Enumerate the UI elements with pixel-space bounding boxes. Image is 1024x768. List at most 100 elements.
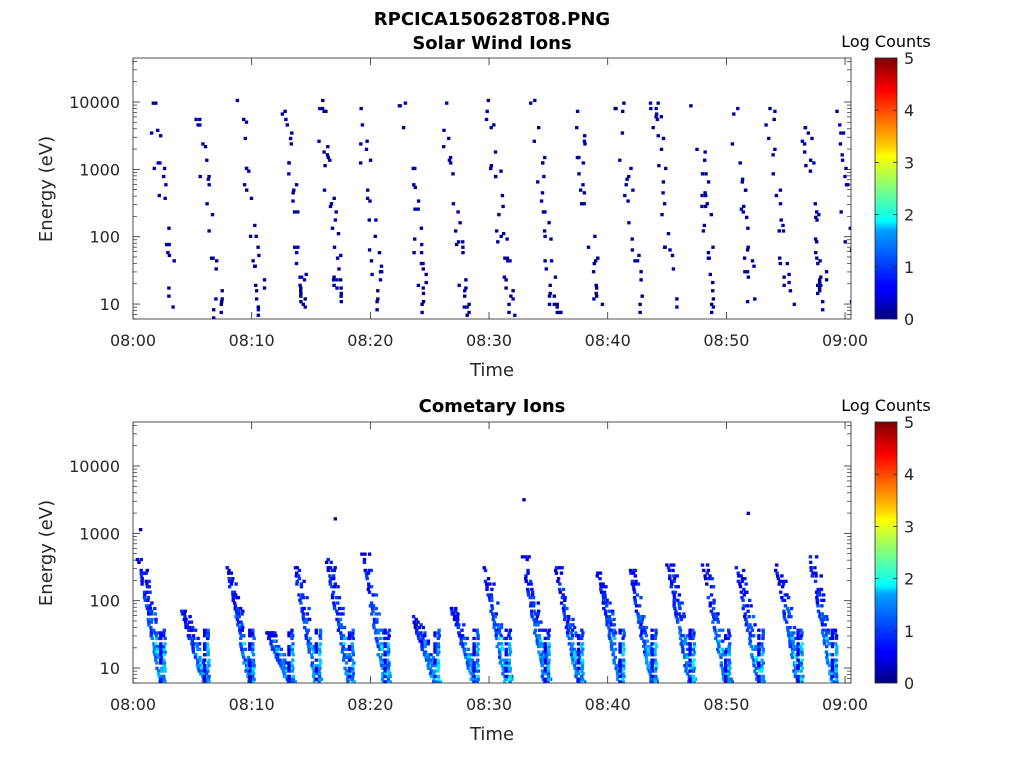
spectrogram-cell (787, 280, 791, 285)
spectrogram-cell (333, 218, 338, 222)
spectrogram-cell (535, 639, 539, 643)
spectrogram-cell (240, 650, 245, 654)
spectrogram-cell (433, 674, 437, 679)
spectrogram-cell (789, 615, 793, 619)
spectrogram-cell (240, 623, 244, 627)
spectrogram-cell (203, 644, 207, 649)
spectrogram-cell (466, 658, 470, 662)
spectrogram-cell (417, 636, 421, 641)
spectrogram-cell (607, 634, 611, 638)
spectrogram-cell (820, 612, 825, 616)
x-tick-label: 08:50 (703, 695, 749, 714)
spectrogram-cell (501, 666, 505, 670)
spectrogram-cell (552, 302, 556, 306)
spectrogram-cell (574, 661, 579, 665)
spectrogram-cell (380, 677, 385, 681)
spectrogram-cell (329, 202, 334, 206)
spectrogram-cell (236, 606, 240, 611)
spectrogram-cell (507, 653, 512, 657)
spectrogram-cell (198, 174, 202, 179)
spectrogram-cell (462, 623, 466, 627)
spectrogram-cell (242, 634, 246, 638)
spectrogram-cell (284, 117, 288, 122)
spectrogram-cell (298, 283, 302, 287)
spectrogram-cell (751, 615, 756, 619)
spectrogram-cell (635, 259, 640, 263)
spectrogram-cell (814, 215, 818, 219)
spectrogram-cell (413, 185, 417, 190)
spectrogram-cell (821, 308, 825, 312)
spectrogram-cell (147, 620, 151, 624)
spectrogram-cell (322, 150, 326, 154)
spectrogram-cell (195, 644, 199, 649)
spectrogram-cell (692, 653, 696, 657)
spectrogram-cell (561, 606, 566, 611)
spectrogram-cell (504, 653, 508, 657)
spectrogram-cell (339, 612, 343, 616)
spectrogram-cell (416, 207, 420, 211)
spectrogram-cell (298, 598, 302, 602)
spectrogram-cell (378, 270, 383, 274)
spectrogram-cell (426, 642, 430, 646)
spectrogram-cell (679, 617, 684, 622)
spectrogram-cell (580, 658, 585, 662)
spectrogram-cell (844, 183, 849, 187)
spectrogram-cell (649, 644, 653, 649)
spectrogram-cell (653, 634, 658, 638)
spectrogram-cell (351, 628, 355, 632)
spectrogram-cell (198, 664, 202, 668)
spectrogram-cell (374, 631, 378, 635)
spectrogram-cell (673, 606, 677, 611)
spectrogram-cell (795, 644, 800, 649)
spectrogram-cell (582, 680, 587, 683)
spectrogram-cell (508, 650, 513, 654)
spectrogram-cell (314, 658, 318, 662)
spectrogram-cell (580, 669, 584, 673)
spectrogram-cell (494, 634, 498, 638)
spectrogram-cell (522, 498, 526, 502)
spectrogram-cell (507, 661, 511, 665)
spectrogram-cell (191, 647, 195, 651)
spectrogram-cell (773, 147, 777, 151)
spectrogram-cell (386, 677, 391, 681)
spectrogram-cell (251, 631, 255, 635)
spectrogram-cell (246, 661, 250, 665)
spectrogram-cell (529, 582, 533, 586)
spectrogram-cell (429, 658, 433, 662)
spectrogram-cell (700, 204, 704, 209)
spectrogram-cell (757, 653, 761, 657)
spectrogram-cell (472, 661, 476, 665)
spectrogram-cell (287, 161, 291, 165)
spectrogram-cell (244, 120, 249, 124)
spectrogram-cell (581, 183, 585, 187)
spectrogram-cell (546, 647, 551, 651)
spectrogram-cell (466, 666, 471, 670)
spectrogram-cell (445, 101, 449, 105)
spectrogram-cell (206, 634, 210, 638)
spectrogram-cell (573, 653, 578, 657)
spectrogram-cell (365, 196, 370, 200)
spectrogram-cell (241, 653, 245, 657)
spectrogram-cell (348, 655, 353, 660)
spectrogram-cell (567, 615, 571, 619)
spectrogram-cell (607, 631, 612, 635)
spectrogram-cell (467, 310, 471, 315)
spectrogram-cell (640, 628, 644, 632)
spectrogram-cell (605, 598, 609, 602)
spectrogram-cell (563, 596, 567, 600)
spectrogram-cell (465, 313, 469, 317)
spectrogram-cell (800, 631, 804, 635)
spectrogram-cell (386, 650, 391, 654)
spectrogram-cell (795, 669, 800, 673)
spectrogram-cell (269, 642, 273, 646)
spectrogram-cell (457, 623, 461, 627)
spectrogram-cell (207, 674, 211, 679)
spectrogram-cell (156, 655, 161, 660)
x-tick-label: 08:10 (229, 695, 275, 714)
spectrogram-cell (248, 644, 252, 649)
spectrogram-cell (379, 644, 384, 649)
spectrogram-cell (539, 642, 543, 646)
spectrogram-cell (543, 642, 547, 646)
spectrogram-cell (781, 579, 785, 583)
spectrogram-cell (646, 647, 651, 651)
